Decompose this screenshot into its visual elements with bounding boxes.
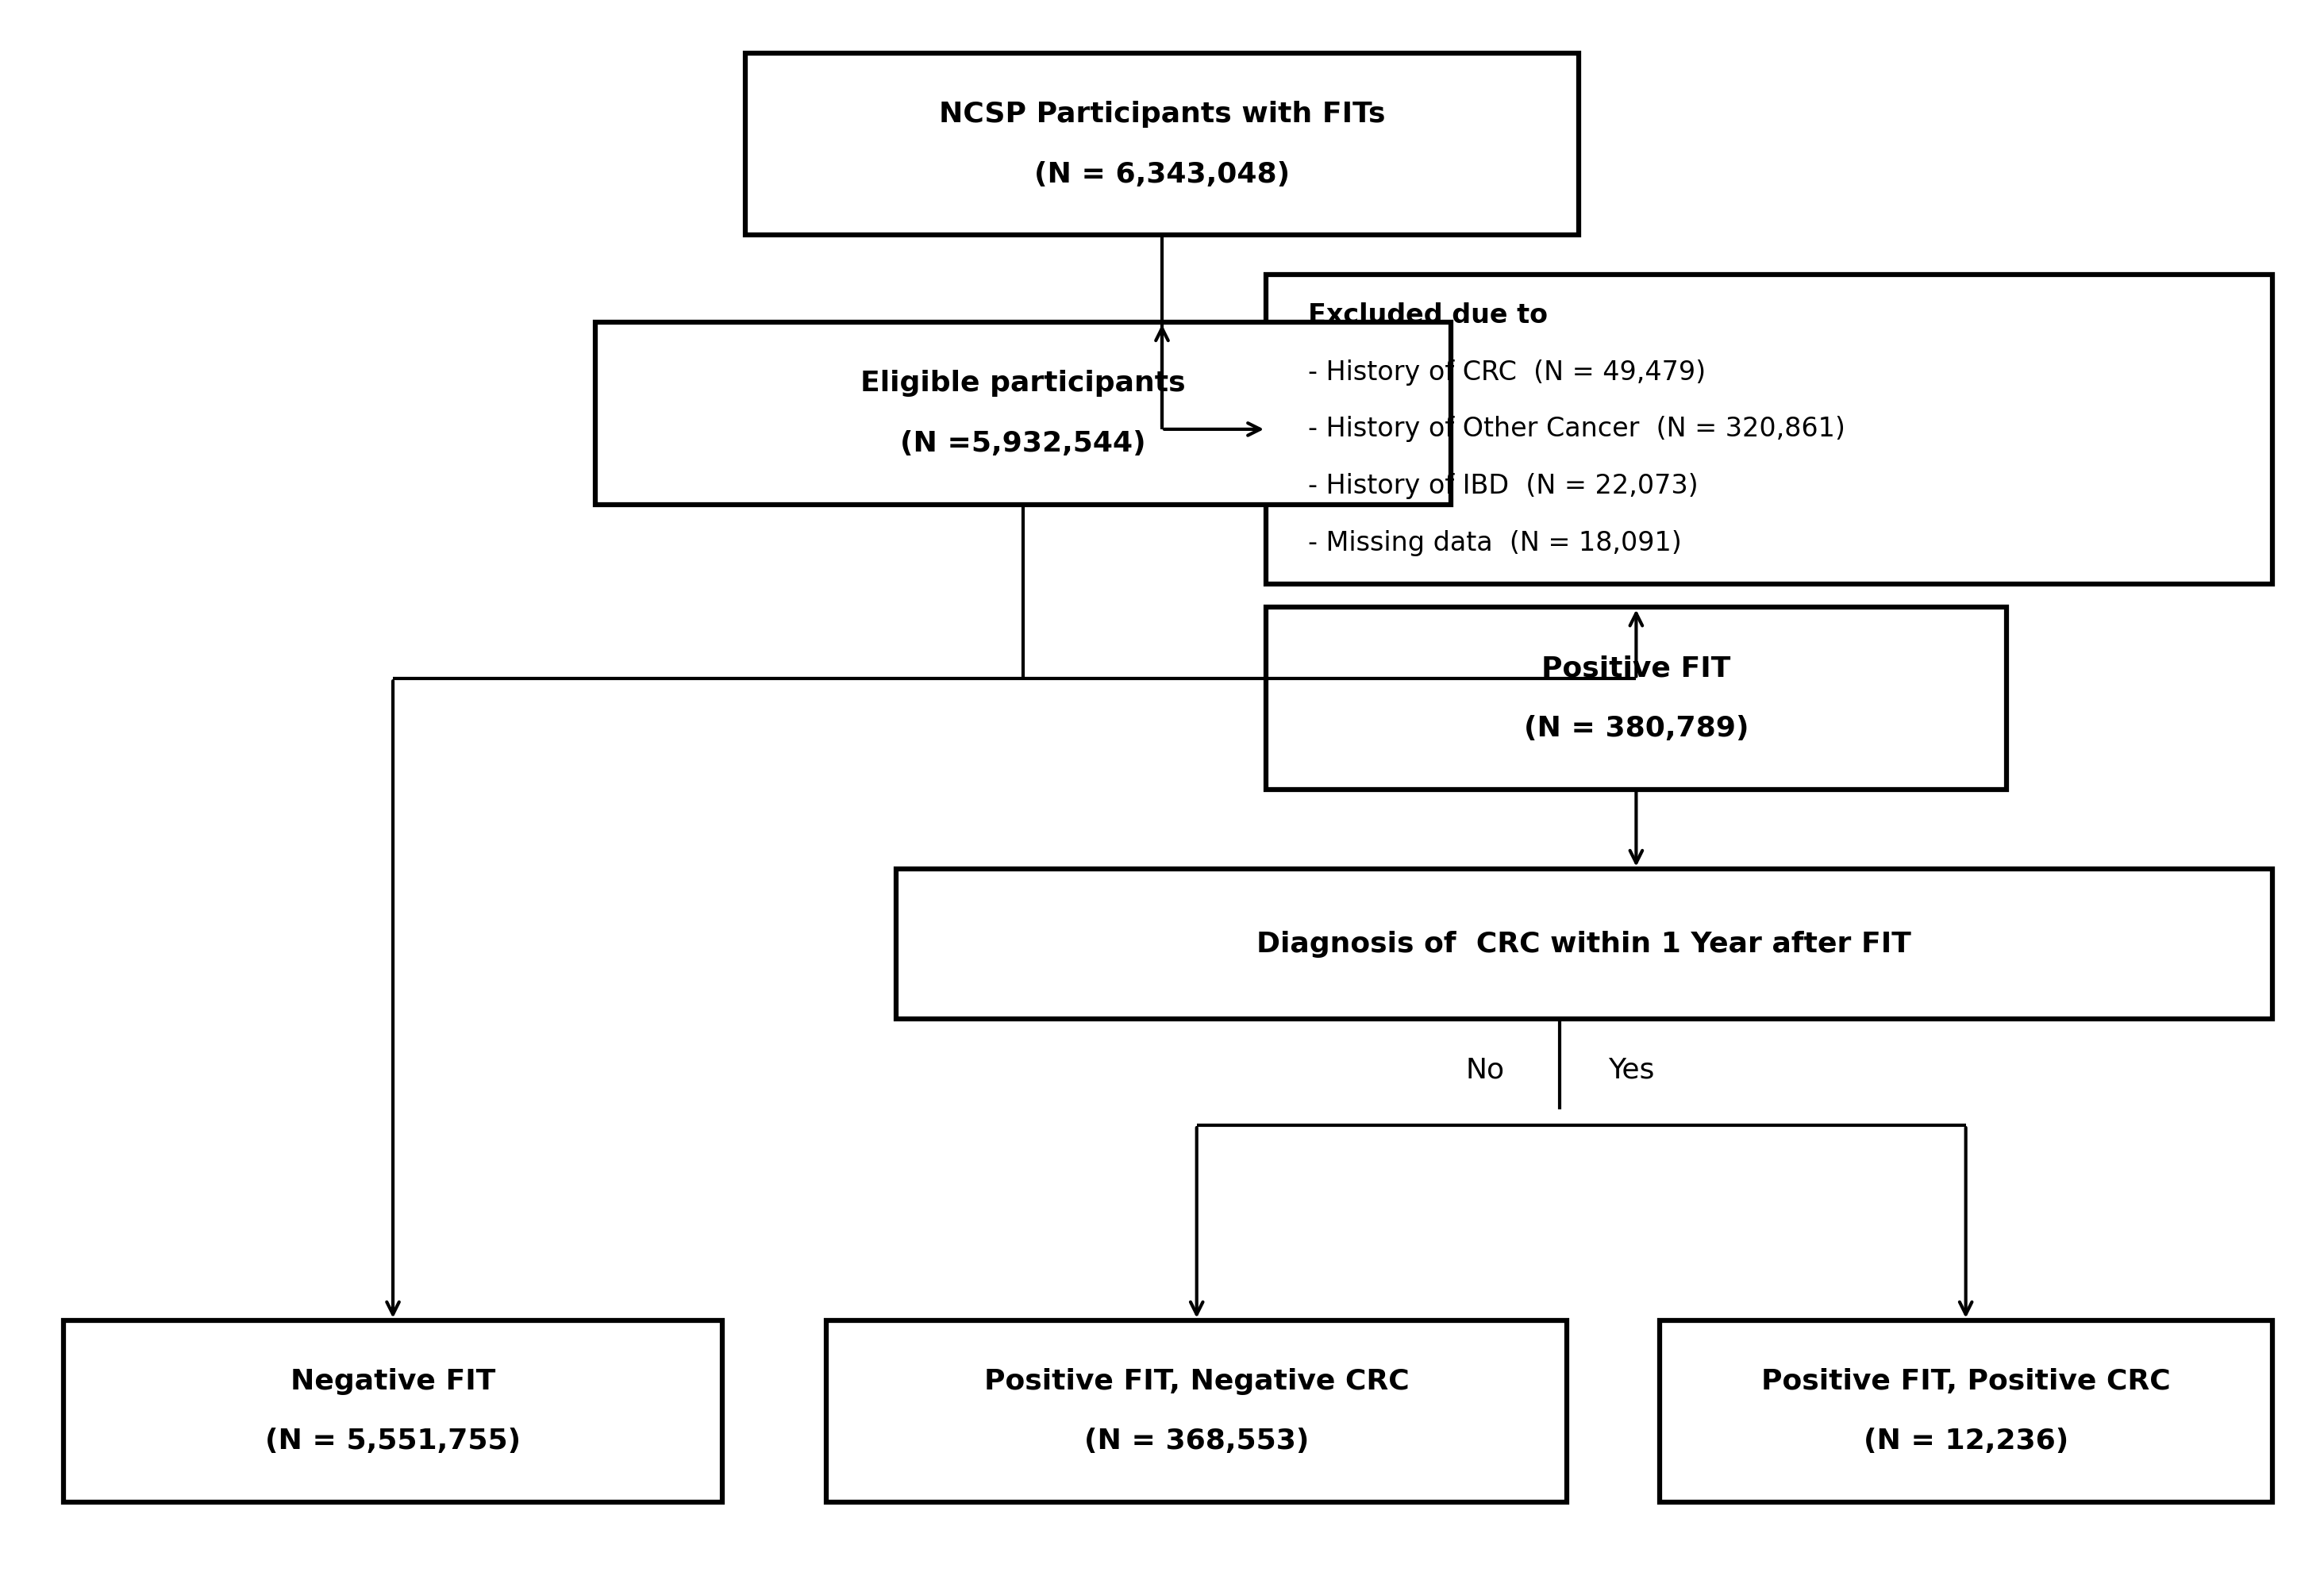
Text: Negative FIT: Negative FIT <box>290 1367 495 1394</box>
Text: Eligible participants: Eligible participants <box>860 370 1185 397</box>
Text: Positive FIT, Negative CRC: Positive FIT, Negative CRC <box>983 1367 1408 1394</box>
Text: NCSP Participants with FITs: NCSP Participants with FITs <box>939 100 1385 128</box>
Text: (N = 12,236): (N = 12,236) <box>1864 1428 2068 1455</box>
Text: - History of IBD  (N = 22,073): - History of IBD (N = 22,073) <box>1308 474 1699 499</box>
Text: - History of CRC  (N = 49,479): - History of CRC (N = 49,479) <box>1308 359 1706 386</box>
FancyBboxPatch shape <box>1267 274 2273 584</box>
FancyBboxPatch shape <box>746 53 1578 234</box>
FancyBboxPatch shape <box>897 869 2273 1019</box>
Text: Positive FIT: Positive FIT <box>1541 656 1731 683</box>
Text: - History of Other Cancer  (N = 320,861): - History of Other Cancer (N = 320,861) <box>1308 416 1845 442</box>
FancyBboxPatch shape <box>1267 608 2006 790</box>
FancyBboxPatch shape <box>595 322 1450 504</box>
Text: (N =5,932,544): (N =5,932,544) <box>899 431 1146 458</box>
Text: No: No <box>1466 1056 1504 1083</box>
Text: Diagnosis of  CRC within 1 Year after FIT: Diagnosis of CRC within 1 Year after FIT <box>1257 930 1910 957</box>
Text: Positive FIT, Positive CRC: Positive FIT, Positive CRC <box>1762 1367 2171 1394</box>
Text: Yes: Yes <box>1608 1056 1655 1083</box>
FancyBboxPatch shape <box>1659 1321 2273 1502</box>
Text: (N = 380,789): (N = 380,789) <box>1525 715 1748 742</box>
FancyBboxPatch shape <box>827 1321 1566 1502</box>
Text: (N = 368,553): (N = 368,553) <box>1085 1428 1308 1455</box>
Text: Excluded due to: Excluded due to <box>1308 301 1548 329</box>
FancyBboxPatch shape <box>63 1321 723 1502</box>
Text: - Missing data  (N = 18,091): - Missing data (N = 18,091) <box>1308 530 1680 557</box>
Text: (N = 6,343,048): (N = 6,343,048) <box>1034 161 1290 188</box>
Text: (N = 5,551,755): (N = 5,551,755) <box>265 1428 521 1455</box>
